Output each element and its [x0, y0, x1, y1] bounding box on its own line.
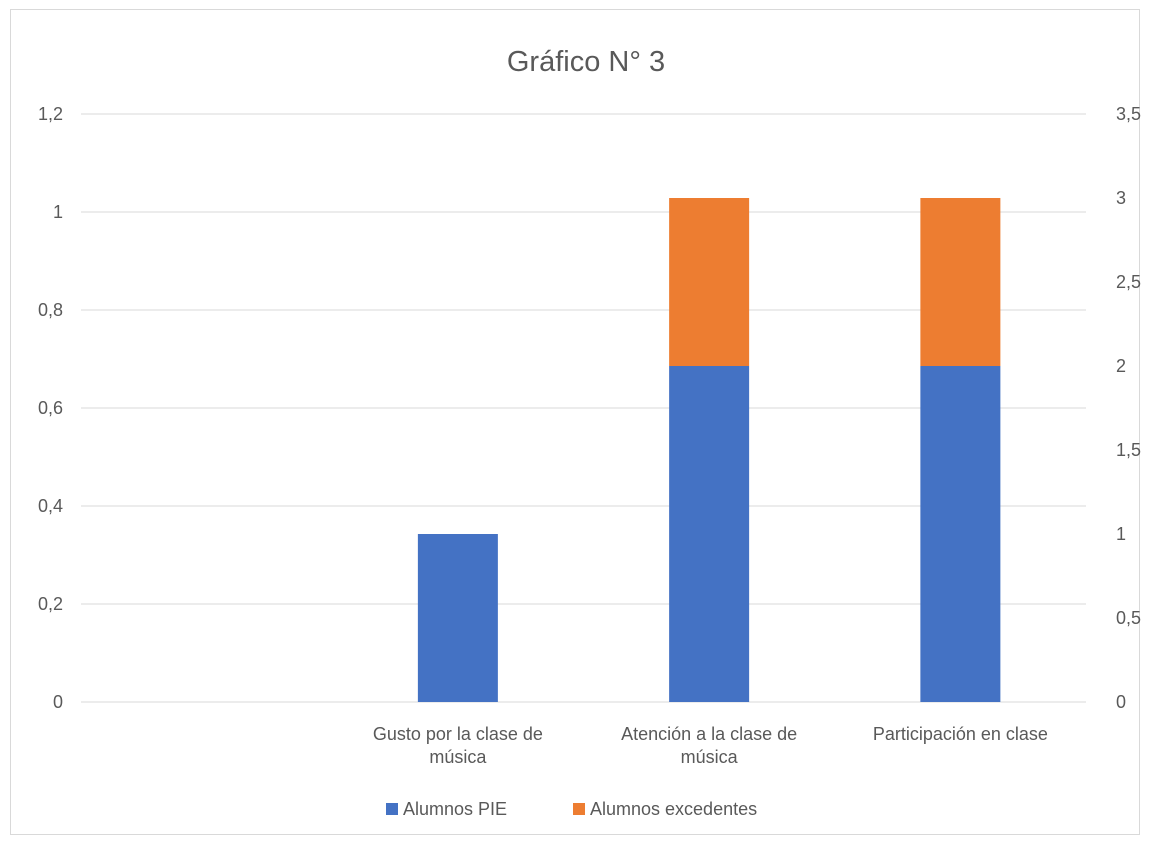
right-tick-label: 3 [1116, 188, 1126, 208]
right-tick-label: 0,5 [1116, 608, 1141, 628]
right-tick-label: 3,5 [1116, 104, 1141, 124]
legend-label: Alumnos excedentes [590, 799, 757, 819]
left-tick-label: 1 [53, 202, 63, 222]
left-tick-label: 0 [53, 692, 63, 712]
bar-segment [920, 198, 1001, 366]
legend: Alumnos PIE Alumnos excedentes [386, 799, 757, 819]
right-tick-label: 1,5 [1116, 440, 1141, 460]
right-tick-label: 2,5 [1116, 272, 1141, 292]
legend-swatch [386, 803, 398, 815]
right-tick-label: 0 [1116, 692, 1126, 712]
right-axis-ticks: 0 0,5 1 1,5 2 2,5 3 3,5 [1116, 104, 1141, 712]
category-label: Participación en clase [873, 724, 1048, 744]
category-labels: Gusto por la clase de música Atención a la… [373, 724, 1048, 767]
left-axis-ticks: 0 0,2 0,4 0,6 0,8 1 1,2 [38, 104, 63, 712]
right-tick-label: 1 [1116, 524, 1126, 544]
right-tick-label: 2 [1116, 356, 1126, 376]
bar-segment [669, 198, 750, 366]
chart-title: Gráfico N° 3 [507, 46, 665, 78]
category-label: Atención a la clase de [621, 724, 797, 744]
left-tick-label: 0,2 [38, 594, 63, 614]
bar-segment [417, 534, 498, 702]
category-label: música [681, 747, 739, 767]
left-tick-label: 0,8 [38, 300, 63, 320]
legend-swatch [573, 803, 585, 815]
bar-segment [669, 366, 750, 702]
bar-segment [920, 366, 1001, 702]
left-tick-label: 1,2 [38, 104, 63, 124]
left-tick-label: 0,4 [38, 496, 63, 516]
category-label: Gusto por la clase de [373, 724, 543, 744]
stacked-bar-chart: Gráfico N° 3 0 0,2 0,4 0,6 0,8 1 1,2 0 0,5 1 1,5 2… [38, 46, 1141, 819]
category-label: música [429, 747, 487, 767]
legend-label: Alumnos PIE [403, 799, 507, 819]
left-tick-label: 0,6 [38, 398, 63, 418]
gridlines [81, 113, 1086, 703]
bars [417, 198, 1001, 702]
chart-frame: Gráfico N° 3 0 0,2 0,4 0,6 0,8 1 1,2 0 0,5 1 1,5 2… [10, 9, 1141, 835]
